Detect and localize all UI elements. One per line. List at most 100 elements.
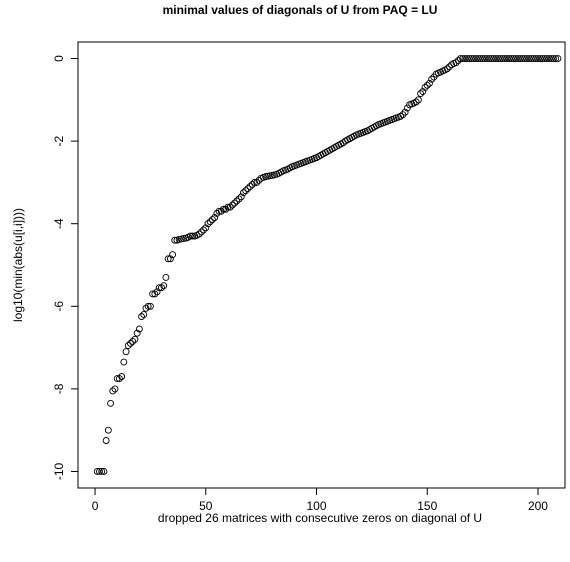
point — [454, 57, 462, 65]
point — [226, 203, 234, 211]
point — [519, 55, 526, 62]
y-tick-label: -10 — [52, 462, 66, 480]
point — [459, 55, 467, 62]
point — [208, 216, 216, 224]
point — [171, 236, 179, 244]
point — [246, 183, 254, 190]
point — [536, 55, 544, 62]
point — [412, 98, 420, 106]
point — [543, 55, 551, 62]
point — [426, 79, 433, 87]
point — [233, 197, 241, 205]
point — [200, 226, 208, 234]
point — [510, 55, 518, 62]
point — [550, 55, 557, 62]
point — [463, 55, 471, 62]
point — [140, 311, 148, 319]
point — [220, 205, 227, 213]
point — [169, 251, 177, 259]
point — [231, 199, 239, 207]
x-axis-label: dropped 26 matrices with consecutive zer… — [158, 511, 482, 525]
point — [206, 218, 214, 226]
point — [186, 232, 194, 240]
point — [228, 201, 236, 209]
point — [151, 290, 159, 298]
point — [239, 189, 247, 197]
point — [162, 273, 170, 281]
x-tick-label: 200 — [528, 499, 548, 513]
chart-title: minimal values of diagonals of U from PA… — [163, 3, 438, 17]
point — [242, 187, 250, 195]
point — [465, 55, 473, 62]
point — [494, 55, 502, 62]
point — [479, 55, 487, 62]
point — [461, 55, 469, 62]
point — [235, 195, 243, 203]
point — [111, 385, 119, 393]
x-tick-label: 0 — [92, 499, 99, 513]
point — [98, 468, 106, 475]
point — [93, 468, 101, 475]
point — [516, 55, 524, 62]
point — [195, 230, 203, 238]
point — [217, 207, 225, 215]
point — [530, 55, 538, 62]
point — [472, 55, 480, 62]
point — [213, 209, 221, 217]
point — [417, 90, 425, 98]
point — [545, 55, 553, 62]
point — [248, 181, 256, 188]
point — [166, 255, 174, 263]
point — [164, 255, 172, 263]
point — [499, 55, 506, 62]
point — [554, 55, 562, 62]
point — [474, 55, 482, 62]
point — [457, 55, 464, 62]
y-tick-label: -6 — [52, 301, 66, 312]
point — [501, 55, 509, 62]
point — [237, 193, 245, 201]
y-axis-label: log10(min(abs(u[i,i]))) — [11, 208, 25, 322]
point — [452, 59, 460, 67]
point — [155, 284, 163, 292]
point — [135, 325, 143, 333]
point — [102, 437, 110, 444]
point — [507, 55, 515, 62]
point — [481, 55, 489, 62]
point — [109, 387, 117, 395]
point — [253, 178, 261, 186]
point — [538, 55, 546, 62]
point — [138, 313, 146, 321]
point — [158, 284, 165, 292]
point — [215, 207, 223, 215]
point — [251, 178, 258, 186]
point — [204, 220, 212, 228]
point — [476, 55, 484, 62]
point — [202, 224, 210, 232]
point — [104, 426, 112, 434]
point — [142, 304, 150, 312]
point — [421, 83, 429, 91]
point — [144, 302, 152, 310]
point — [120, 358, 128, 366]
point — [113, 375, 121, 383]
point — [224, 203, 232, 211]
point — [399, 111, 407, 119]
point — [521, 55, 529, 62]
point — [127, 340, 134, 347]
point — [153, 288, 161, 296]
point — [197, 228, 205, 236]
point — [149, 290, 157, 298]
point — [525, 55, 533, 62]
point — [532, 55, 540, 62]
point — [552, 55, 560, 62]
point — [514, 55, 522, 62]
point — [96, 468, 103, 475]
point — [124, 342, 132, 349]
point — [189, 232, 196, 240]
point — [100, 468, 108, 475]
point — [423, 81, 431, 89]
point — [505, 55, 513, 62]
point — [115, 375, 123, 383]
point — [483, 55, 491, 62]
